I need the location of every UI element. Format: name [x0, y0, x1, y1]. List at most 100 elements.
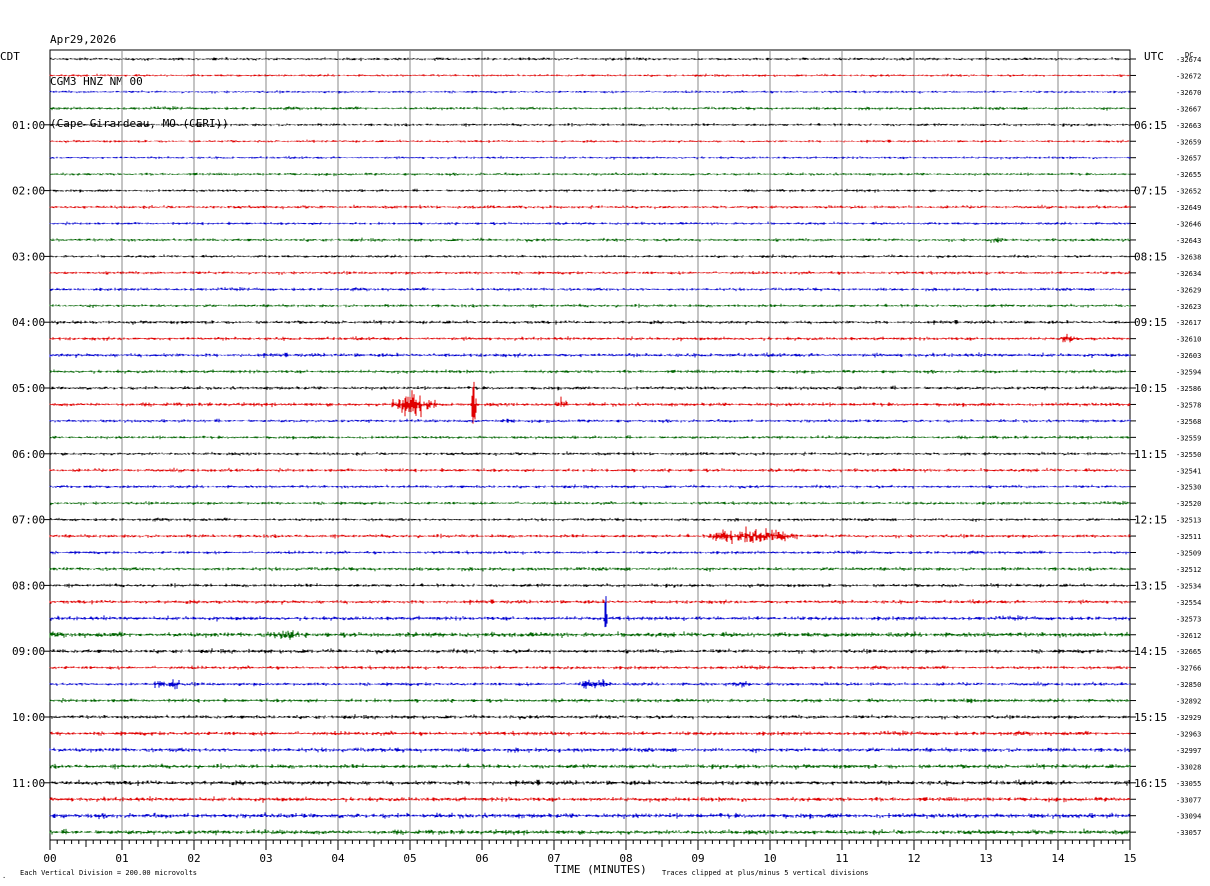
left-timezone-label: CDT: [0, 50, 20, 63]
trace-row: [49, 630, 1131, 640]
trace-row: [49, 714, 1131, 720]
left-hour-label: 03:00: [12, 250, 45, 263]
dc-offset-label: -32530: [1176, 484, 1201, 492]
trace-row: [49, 204, 1131, 210]
trace-row: [49, 221, 1131, 226]
trace-row: [49, 517, 1131, 522]
dc-offset-label: -32568: [1176, 418, 1201, 426]
trace-row: [49, 500, 1131, 506]
trace-row: [49, 796, 1131, 803]
left-hour-label: 05:00: [12, 382, 45, 395]
trace-row: [49, 254, 1131, 259]
station-code: CGM3 HNZ NM 00: [50, 75, 143, 88]
x-tick-label: 00: [43, 852, 56, 865]
dc-offset-label: -32892: [1176, 698, 1201, 706]
trace-row: [49, 155, 1131, 160]
trace-row: [49, 270, 1131, 275]
corner-mark: .: [2, 872, 6, 880]
trace-row: [49, 381, 1131, 424]
clip-note: Traces clipped at plus/minus 5 vertical …: [662, 869, 869, 877]
grid: [44, 49, 1136, 850]
dc-offset-label: -32559: [1176, 434, 1201, 442]
plot-date: Apr29,2026: [50, 33, 117, 46]
trace-row: [49, 648, 1131, 655]
trace-row: [49, 287, 1131, 292]
trace-row: [49, 599, 1131, 605]
x-tick-label: 09: [691, 852, 704, 865]
dc-offset-label: -32520: [1176, 500, 1201, 508]
x-tick-label: 02: [187, 852, 200, 865]
right-hour-label: 13:15: [1134, 579, 1167, 592]
dc-offset-label: -33077: [1176, 796, 1201, 804]
dc-offset-label: -32603: [1176, 352, 1201, 360]
trace-row: [49, 583, 1131, 588]
x-tick-label: 04: [331, 852, 345, 865]
left-hour-label: 08:00: [12, 579, 45, 592]
dc-offset-label: -32672: [1176, 72, 1201, 80]
dc-offset-label: -32655: [1176, 171, 1201, 179]
dc-offset-label: -32665: [1176, 648, 1201, 656]
trace-row: [49, 467, 1131, 473]
dc-offset-label: -32963: [1176, 730, 1201, 738]
dc-offset-label: -32850: [1176, 681, 1201, 689]
dc-offset-label: -32511: [1176, 533, 1201, 541]
x-tick-label: 08: [619, 852, 632, 865]
right-hour-label: 12:15: [1134, 514, 1167, 527]
right-hour-label: 09:15: [1134, 316, 1167, 329]
trace-row: [49, 237, 1131, 243]
trace-row: [49, 435, 1131, 440]
right-timezone-label: UTC: [1144, 50, 1164, 63]
right-hour-label: 11:15: [1134, 448, 1167, 461]
dc-offset-label: -32649: [1176, 204, 1201, 212]
trace-row: [49, 812, 1131, 820]
trace-row: [49, 596, 1131, 628]
right-hour-label: 07:15: [1134, 185, 1167, 198]
dc-offset-label: -32663: [1176, 122, 1201, 130]
dc-offset-label: -32509: [1176, 550, 1201, 558]
trace-row: [49, 333, 1131, 343]
left-hour-label: 01:00: [12, 119, 45, 132]
dc-offset-label: -32766: [1176, 665, 1201, 673]
trace-row: [49, 90, 1131, 94]
trace-row: [49, 319, 1131, 325]
trace-row: [49, 526, 1131, 544]
trace-row: [49, 57, 1131, 62]
trace-row: [49, 550, 1131, 555]
dc-offset-label: -32617: [1176, 319, 1201, 327]
dc-offset-label: -32541: [1176, 467, 1201, 475]
dc-offset-label: -32657: [1176, 155, 1201, 163]
left-hour-label: 02:00: [12, 185, 45, 198]
x-tick-label: 05: [403, 852, 416, 865]
dc-offset-label: -32646: [1176, 221, 1201, 229]
dc-label: DC: [1185, 51, 1193, 59]
dc-offset-label: -32578: [1176, 401, 1201, 409]
dc-offset-label: -32573: [1176, 615, 1201, 623]
trace-row: [49, 139, 1131, 144]
dc-offset-label: -32652: [1176, 188, 1201, 196]
left-hour-label: 04:00: [12, 316, 45, 329]
right-hour-label: 08:15: [1134, 250, 1167, 263]
dc-offset-label: -32513: [1176, 517, 1201, 525]
trace-row: [49, 73, 1131, 78]
dc-offset-label: -32610: [1176, 336, 1201, 344]
trace-row: [49, 123, 1131, 127]
x-tick-label: 11: [835, 852, 848, 865]
dc-offset-label: -32929: [1176, 714, 1201, 722]
trace-row: [49, 566, 1131, 572]
dc-offset-label: -32512: [1176, 566, 1201, 574]
x-tick-label: 01: [115, 852, 128, 865]
dc-offset-label: -33094: [1176, 813, 1201, 821]
scale-note: Each Vertical Division = 200.00 microvol…: [20, 869, 197, 877]
x-tick-label: 15: [1123, 852, 1136, 865]
trace-row: [49, 730, 1131, 737]
dc-offset-label: -32634: [1176, 270, 1201, 278]
dc-offset-label: -33055: [1176, 780, 1201, 788]
left-hour-label: 09:00: [12, 645, 45, 658]
dc-offset-label: -32550: [1176, 451, 1201, 459]
dc-offset-label: -33057: [1176, 829, 1201, 837]
trace-row: [49, 679, 1131, 690]
right-hour-label: 06:15: [1134, 119, 1167, 132]
dc-offset-label: -32674: [1176, 56, 1201, 64]
x-tick-label: 14: [1051, 852, 1065, 865]
trace-row: [49, 172, 1131, 177]
